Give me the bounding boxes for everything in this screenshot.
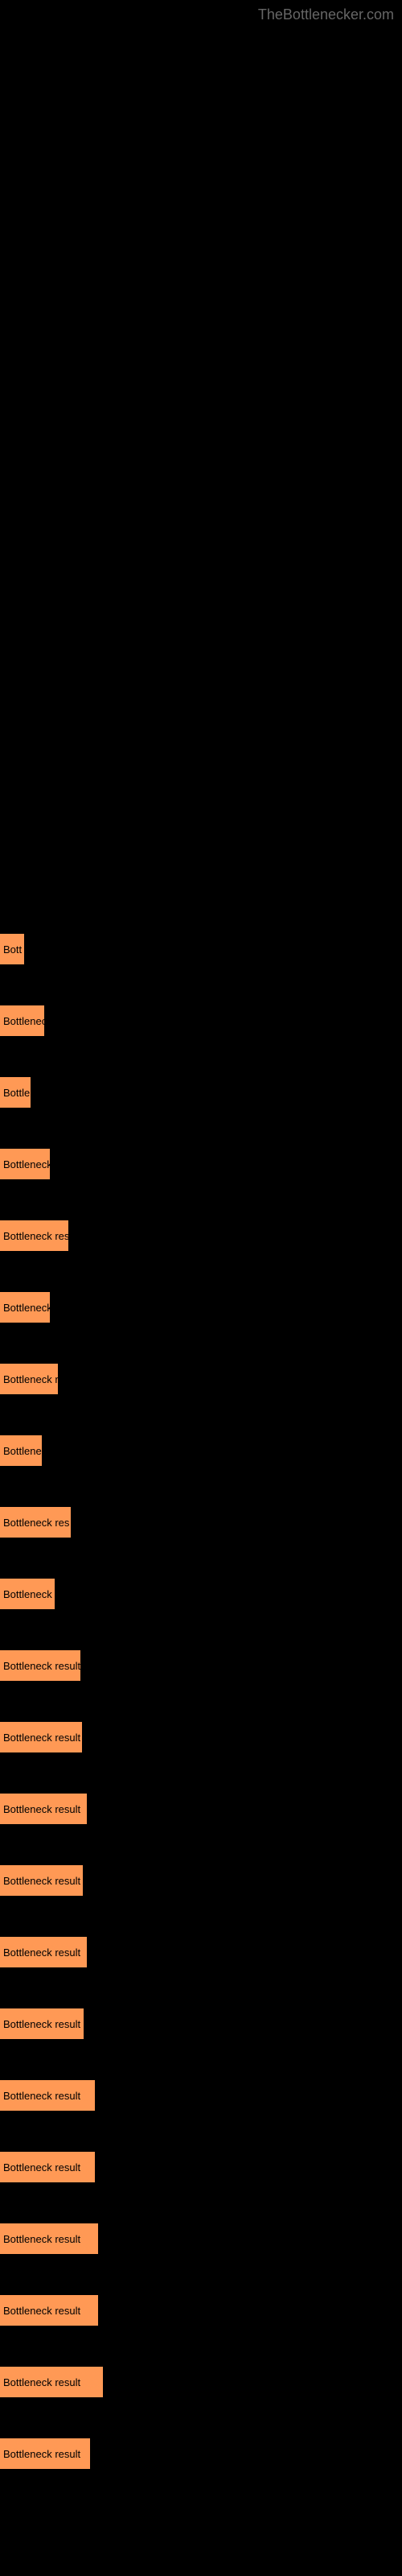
bar-row: Bottleneck result <box>0 2152 402 2182</box>
bar: Bottleneck result <box>0 1650 80 1681</box>
bar: Bottlenec <box>0 1005 44 1036</box>
bar-row: Bottleneck <box>0 1149 402 1179</box>
bar: Bottleneck result <box>0 2367 103 2397</box>
bar-row: Bottleneck result <box>0 1794 402 1824</box>
bar: Bottleneck result <box>0 2223 98 2254</box>
bar: Bottleneck result <box>0 1794 87 1824</box>
bar-row: Bottleneck result <box>0 2008 402 2039</box>
bar-row: Bottleneck <box>0 1292 402 1323</box>
bar-row: Bottleneck <box>0 1579 402 1609</box>
bar-row: Bottleneck r <box>0 1364 402 1394</box>
bar: Bottleneck r <box>0 1364 58 1394</box>
bar: Bottleneck result <box>0 2295 98 2326</box>
bar-row: Bottleneck result <box>0 1865 402 1896</box>
bar-row: Bottleneck result <box>0 2080 402 2111</box>
bar-row: Bottle <box>0 1077 402 1108</box>
bar: Bottleneck result <box>0 2008 84 2039</box>
bar: Bott <box>0 934 24 964</box>
bar-row: Bottleneck result <box>0 2223 402 2254</box>
bar: Bottleneck res <box>0 1220 68 1251</box>
bar: Bottleneck <box>0 1149 50 1179</box>
top-spacer <box>0 0 402 934</box>
bar: Bottleneck result <box>0 1865 83 1896</box>
bar: Bottlene <box>0 1435 42 1466</box>
bar-row: Bottleneck result <box>0 2367 402 2397</box>
watermark-text: TheBottlenecker.com <box>258 6 394 23</box>
bar: Bottleneck result <box>0 2152 95 2182</box>
bar-chart: Bott Bottlenec Bottle Bottleneck Bottleneck … <box>0 934 402 2469</box>
bar: Bottleneck res <box>0 1507 71 1538</box>
bar-row: Bottleneck result <box>0 1650 402 1681</box>
bar: Bottleneck result <box>0 1937 87 1967</box>
bar-row: Bottleneck result <box>0 2438 402 2469</box>
bar-row: Bottleneck result <box>0 2295 402 2326</box>
bar-row: Bottleneck result <box>0 1937 402 1967</box>
bar: Bottleneck <box>0 1579 55 1609</box>
bar: Bottleneck result <box>0 2080 95 2111</box>
bar: Bottleneck result <box>0 1722 82 1752</box>
bar-row: Bottleneck res <box>0 1507 402 1538</box>
bar-row: Bottleneck result <box>0 1722 402 1752</box>
bar: Bottle <box>0 1077 31 1108</box>
bar: Bottleneck <box>0 1292 50 1323</box>
bar: Bottleneck result <box>0 2438 90 2469</box>
bar-row: Bott <box>0 934 402 964</box>
bar-row: Bottlene <box>0 1435 402 1466</box>
bar-row: Bottlenec <box>0 1005 402 1036</box>
bar-row: Bottleneck res <box>0 1220 402 1251</box>
